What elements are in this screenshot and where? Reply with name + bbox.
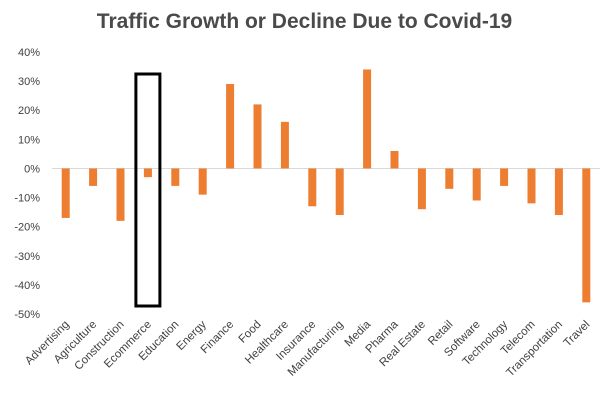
x-axis-category-labels: AdvertisingAgricultureConstructionEcomme… [23,318,592,379]
x-category-label: Travel [562,319,593,350]
bar-construction [116,168,125,221]
bar-manufacturing [335,168,344,216]
y-tick-label: -50% [14,309,40,321]
y-tick-label: 40% [18,47,40,59]
y-tick-label: -20% [14,222,40,234]
y-tick-label: -10% [14,193,40,205]
bar-transportation [554,168,563,216]
y-tick-label: 0% [24,163,40,175]
bar-agriculture [89,168,98,186]
bar-education [171,168,180,186]
bar-retail [445,168,454,189]
bar-food [253,104,262,169]
bar-healthcare [280,121,289,169]
y-tick-label: 30% [18,76,40,88]
ecommerce-highlight-box [134,72,162,308]
chart-title: Traffic Growth or Decline Due to Covid-1… [96,10,513,33]
bar-media [363,69,372,169]
bar-real-estate [417,168,426,210]
bar-finance [226,84,235,169]
bar-pharma [390,150,399,169]
y-tick-label: -40% [14,280,40,292]
y-tick-label: 20% [18,105,40,117]
bar-telecom [527,168,536,204]
y-tick-label: -30% [14,251,40,263]
bar-ecommerce [143,168,152,178]
bar-energy [198,168,207,195]
y-axis-tick-labels: 40% 30% 20% 10% 0% -10% -20% -30% -40% -50% [14,47,40,321]
bar-software [472,168,481,201]
bar-insurance [308,168,317,207]
y-tick-label: 10% [18,134,40,146]
bar-technology [500,168,509,186]
bars [61,69,591,303]
bar-travel [582,168,591,303]
bar-advertising [61,168,70,218]
